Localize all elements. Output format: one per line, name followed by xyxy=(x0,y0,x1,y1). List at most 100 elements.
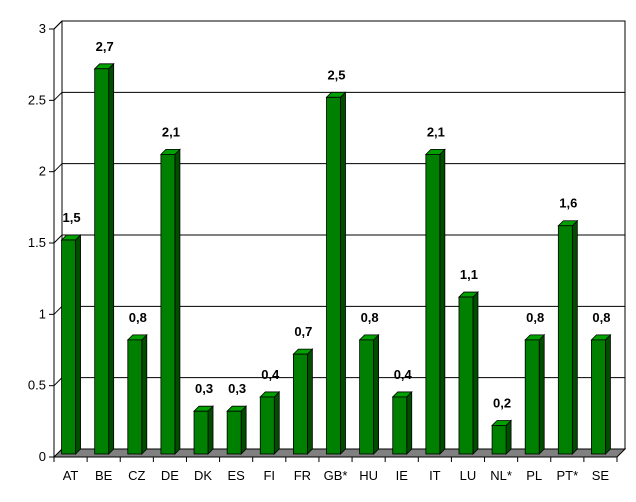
bar-it xyxy=(424,148,446,455)
bar-front xyxy=(226,410,242,455)
gridline-side xyxy=(53,377,63,387)
x-tick-label: BE xyxy=(95,468,113,483)
bar-front xyxy=(359,339,375,455)
bar-side xyxy=(406,390,413,455)
data-label: 1,6 xyxy=(559,196,577,211)
data-label: 0,7 xyxy=(294,324,312,339)
bar-lu xyxy=(458,291,479,455)
bar-front xyxy=(160,153,176,455)
bar-side xyxy=(141,333,148,455)
bar-front xyxy=(392,396,408,455)
y-tick-label: 0 xyxy=(39,449,46,464)
bar-dk xyxy=(193,405,214,455)
data-label: 0,4 xyxy=(394,367,413,382)
gridline-side xyxy=(53,234,63,244)
y-tick-label: 1 xyxy=(39,306,46,321)
bar-front xyxy=(193,410,209,455)
bar-side xyxy=(472,291,479,455)
data-label: 0,8 xyxy=(361,310,379,325)
bar-cz xyxy=(126,333,148,455)
data-label: 0,8 xyxy=(129,310,147,325)
x-tick-label: IT xyxy=(429,468,441,483)
bar-pl xyxy=(524,333,546,455)
bar-ie xyxy=(391,390,413,455)
gridline-side xyxy=(53,20,63,30)
y-tick-label: 1.5 xyxy=(28,235,46,250)
bar-at xyxy=(60,234,82,455)
bar-side xyxy=(439,148,446,455)
x-axis: AT BE CZ DE DK ES FI FR GB* HU IE IT LU NL* PL PT* SE xyxy=(53,456,618,483)
bar-front xyxy=(524,339,540,455)
bar-de xyxy=(159,148,181,455)
bar-front xyxy=(127,339,143,455)
data-label: 0,4 xyxy=(261,367,280,382)
bars xyxy=(60,62,612,455)
data-label: 2,5 xyxy=(327,67,345,82)
data-label: 0,2 xyxy=(493,395,511,410)
bar-front xyxy=(326,96,341,455)
data-labels: 1,5 2,7 0,8 2,1 0,3 0,3 0,4 0,7 2,5 0,8 0,4 2,1 1,1 0… xyxy=(63,39,611,411)
bar-gb-star xyxy=(325,91,347,455)
x-tick-label: AT xyxy=(63,468,79,483)
x-tick-label: ES xyxy=(227,468,245,483)
bar-side xyxy=(174,148,181,455)
bar-side xyxy=(605,333,611,455)
gridline-side xyxy=(53,305,63,315)
data-label: 2,1 xyxy=(162,124,180,139)
bar-side xyxy=(538,333,545,455)
bar-hu xyxy=(358,333,380,455)
x-tick-label: PT* xyxy=(556,468,578,483)
x-tick-label: HU xyxy=(359,468,378,483)
x-tick-label: DE xyxy=(161,468,179,483)
data-label: 1,1 xyxy=(460,267,478,282)
data-label: 1,5 xyxy=(63,210,81,225)
gridline-side xyxy=(53,91,63,101)
x-tick-label: FR xyxy=(294,468,311,483)
x-tick-label: CZ xyxy=(128,468,145,483)
bar-pt-star xyxy=(557,219,579,455)
bar-front xyxy=(61,239,76,455)
bar-side xyxy=(108,62,115,455)
x-tick-label: LU xyxy=(460,468,477,483)
bar-be xyxy=(93,62,115,455)
x-tick-label: IE xyxy=(396,468,409,483)
data-label: 2,1 xyxy=(427,124,445,139)
bar-side xyxy=(207,405,214,455)
bar-side xyxy=(75,234,81,455)
y-tick-label: 3 xyxy=(39,21,46,36)
bar-se xyxy=(590,333,612,455)
gridline-side xyxy=(53,163,63,173)
bar-front xyxy=(292,353,308,455)
bar-front xyxy=(491,425,507,455)
y-tick-label: 0.5 xyxy=(28,378,46,393)
bar-front xyxy=(94,68,110,455)
bar-side xyxy=(306,348,313,455)
data-label: 0,8 xyxy=(592,310,610,325)
x-tick-label: GB* xyxy=(324,468,348,483)
bar-side xyxy=(505,419,512,455)
bar-front xyxy=(458,296,474,455)
x-tick-label: FI xyxy=(263,468,275,483)
x-tick-label: DK xyxy=(194,468,212,483)
bar-front xyxy=(591,339,606,455)
bar-fr xyxy=(292,348,314,455)
data-label: 0,3 xyxy=(228,381,246,396)
bar-side xyxy=(571,219,578,455)
bar-es xyxy=(226,405,248,455)
bar-side xyxy=(340,91,346,455)
bar-side xyxy=(240,405,247,455)
x-tick-label: PL xyxy=(526,468,542,483)
bar-fi xyxy=(259,390,281,455)
bar-front xyxy=(425,153,441,455)
y-tick-label: 2 xyxy=(39,164,46,179)
data-label: 0,8 xyxy=(526,310,544,325)
bar-side xyxy=(373,333,380,455)
bar-side xyxy=(273,390,280,455)
data-label: 0,3 xyxy=(195,381,213,396)
y-axis: 0 0.5 1 1.5 2 2.5 3 xyxy=(28,21,55,464)
bar-nl-star xyxy=(491,419,513,455)
bar-front xyxy=(259,396,275,455)
bar-front xyxy=(557,225,573,455)
